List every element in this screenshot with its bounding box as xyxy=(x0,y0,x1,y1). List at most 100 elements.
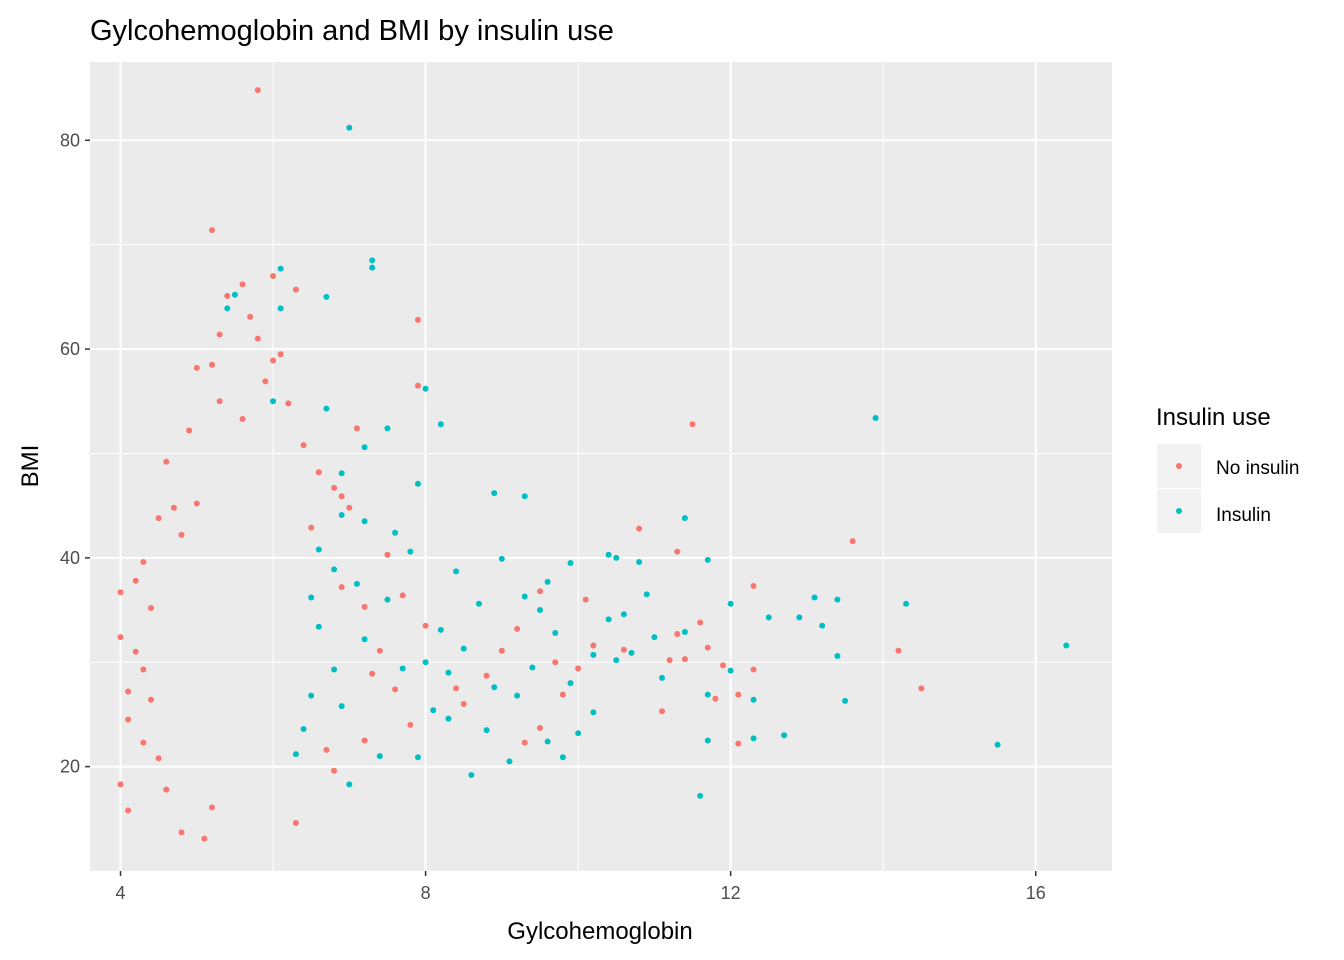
data-point xyxy=(163,786,170,793)
data-point xyxy=(659,708,666,715)
data-point xyxy=(536,607,543,614)
legend-marker-insulin xyxy=(1176,508,1182,514)
data-point xyxy=(315,546,322,553)
data-point xyxy=(277,265,284,272)
data-point xyxy=(224,305,231,312)
data-point xyxy=(514,625,521,632)
data-point xyxy=(270,272,277,279)
data-point xyxy=(361,603,368,610)
data-point xyxy=(353,425,360,432)
data-point xyxy=(270,398,277,405)
data-point xyxy=(414,382,421,389)
data-point xyxy=(506,758,513,765)
data-point xyxy=(338,493,345,500)
data-point xyxy=(178,531,185,538)
data-point xyxy=(498,555,505,562)
data-point xyxy=(338,584,345,591)
y-tick-label: 60 xyxy=(60,339,80,359)
data-point xyxy=(567,560,574,567)
data-point xyxy=(376,647,383,654)
data-point xyxy=(582,596,589,603)
data-point xyxy=(842,697,849,704)
data-point xyxy=(712,695,719,702)
data-point xyxy=(414,316,421,323)
data-point xyxy=(422,659,429,666)
data-point xyxy=(704,691,711,698)
x-axis-ticks: 4 8 12 16 xyxy=(115,871,1046,903)
data-point xyxy=(659,674,666,681)
data-point xyxy=(590,642,597,649)
data-point xyxy=(392,529,399,536)
data-point xyxy=(681,628,688,635)
data-point xyxy=(361,518,368,525)
data-point xyxy=(178,829,185,836)
data-point xyxy=(544,738,551,745)
data-point xyxy=(247,313,254,320)
data-point xyxy=(422,385,429,392)
data-point xyxy=(765,614,772,621)
data-point xyxy=(270,357,277,364)
grid-major xyxy=(90,62,1112,871)
data-point xyxy=(453,685,460,692)
data-point xyxy=(727,667,734,674)
data-point xyxy=(590,651,597,658)
data-point xyxy=(422,622,429,629)
data-point xyxy=(689,421,696,428)
data-point xyxy=(575,665,582,672)
data-point xyxy=(536,588,543,595)
data-point xyxy=(308,524,315,531)
data-point xyxy=(239,281,246,288)
data-point xyxy=(483,727,490,734)
data-point xyxy=(605,551,612,558)
data-point xyxy=(132,648,139,655)
y-tick-label: 80 xyxy=(60,130,80,150)
data-point xyxy=(811,594,818,601)
data-point xyxy=(384,551,391,558)
data-point xyxy=(620,646,627,653)
data-point xyxy=(292,286,299,293)
data-point xyxy=(735,691,742,698)
data-point xyxy=(231,291,238,298)
data-point xyxy=(491,684,498,691)
data-point xyxy=(819,622,826,629)
data-point xyxy=(193,364,200,371)
data-point xyxy=(361,444,368,451)
data-point xyxy=(460,700,467,707)
data-point xyxy=(300,442,307,449)
data-point xyxy=(163,458,170,465)
data-point xyxy=(338,470,345,477)
data-point xyxy=(323,293,330,300)
legend-marker-no-insulin xyxy=(1176,463,1182,469)
data-point xyxy=(994,741,1001,748)
data-point xyxy=(559,754,566,761)
data-point xyxy=(903,600,910,607)
data-point xyxy=(536,724,543,731)
x-tick-label: 4 xyxy=(115,883,125,903)
data-point xyxy=(155,755,162,762)
grid-minor xyxy=(90,62,1112,871)
data-point xyxy=(209,227,216,234)
data-point xyxy=(361,636,368,643)
data-point xyxy=(468,771,475,778)
x-tick-label: 16 xyxy=(1026,883,1046,903)
data-point xyxy=(277,305,284,312)
data-point xyxy=(445,669,452,676)
data-point xyxy=(704,556,711,563)
data-point xyxy=(460,645,467,652)
data-point xyxy=(590,709,597,716)
data-point xyxy=(681,515,688,522)
data-point xyxy=(781,732,788,739)
data-point xyxy=(414,480,421,487)
data-point xyxy=(750,696,757,703)
data-point xyxy=(674,548,681,555)
data-point xyxy=(529,664,536,671)
y-tick-label: 40 xyxy=(60,548,80,568)
legend-label-insulin: Insulin xyxy=(1216,505,1271,526)
data-point xyxy=(216,398,223,405)
data-point xyxy=(628,649,635,656)
plot-panel xyxy=(90,62,1112,871)
data-point xyxy=(285,400,292,407)
data-point xyxy=(132,577,139,584)
data-point xyxy=(117,781,124,788)
